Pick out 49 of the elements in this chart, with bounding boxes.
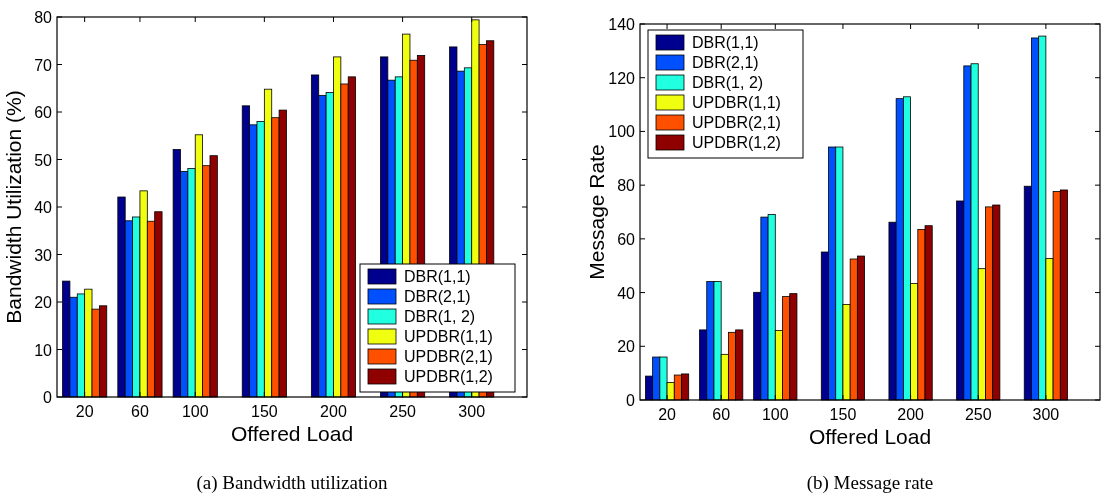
legend-label: UPDBR(2,1) [404,348,493,365]
legend-label: DBR(2,1) [692,54,759,71]
x-tick-label: 300 [1032,406,1060,423]
x-axis-title: Offered Load [808,425,932,448]
y-tick-label: 20 [617,338,636,356]
text: (b) Message rate [806,472,934,494]
y-tick-label: 140 [608,16,636,33]
x-tick-label: 100 [761,406,789,423]
y-tick-label: 10 [34,341,53,359]
x-axis-title: Offered Load [230,422,354,445]
legend-label: DBR(1, 2) [404,308,476,325]
y-tick-label: 60 [34,104,53,121]
y-tick-label: 20 [34,294,53,311]
legend-label: UPDBR(1,1) [404,328,493,345]
x-tick-label: 20 [658,406,677,423]
y-tick-label: 40 [617,284,636,302]
x-tick-label: 250 [964,406,992,423]
x-tick-label: 60 [712,406,731,423]
x-tick-label: 200 [320,403,347,420]
y-tick-label: 80 [34,9,53,26]
y-tick-label: 0 [43,389,53,406]
y-tick-label: 60 [617,230,636,248]
y-tick-label: 120 [608,69,636,87]
y-axis-title: Message Rate [585,144,608,280]
x-tick-label: 150 [251,403,278,420]
legend-label: UPDBR(1,1) [692,94,781,111]
legend-label: DBR(2,1) [404,288,471,305]
text: (a) Bandwidth utilization [196,472,388,494]
y-tick-label: 70 [34,56,53,74]
legend-label: DBR(1,1) [692,34,759,51]
x-tick-label: 250 [389,403,417,420]
legend-label: UPDBR(1,2) [692,134,781,151]
y-tick-label: 0 [626,392,636,409]
legend-label: DBR(1, 2) [692,74,764,91]
y-axis-title: Bandwidth Utilization (%) [2,90,25,324]
legend-label: DBR(1,1) [404,268,471,285]
y-tick-label: 80 [617,177,636,195]
x-tick-label: 300 [458,403,486,420]
y-tick-label: 100 [608,123,636,141]
x-tick-label: 60 [131,403,149,420]
legend-label: UPDBR(1,2) [404,368,493,385]
x-tick-label: 20 [75,403,94,420]
y-tick-label: 30 [34,246,53,264]
y-tick-label: 40 [34,199,53,216]
legend-label: UPDBR(2,1) [692,114,781,131]
x-tick-label: 100 [181,403,209,420]
x-tick-label: 200 [897,406,925,423]
x-tick-label: 150 [829,406,857,423]
y-tick-label: 50 [34,151,53,169]
